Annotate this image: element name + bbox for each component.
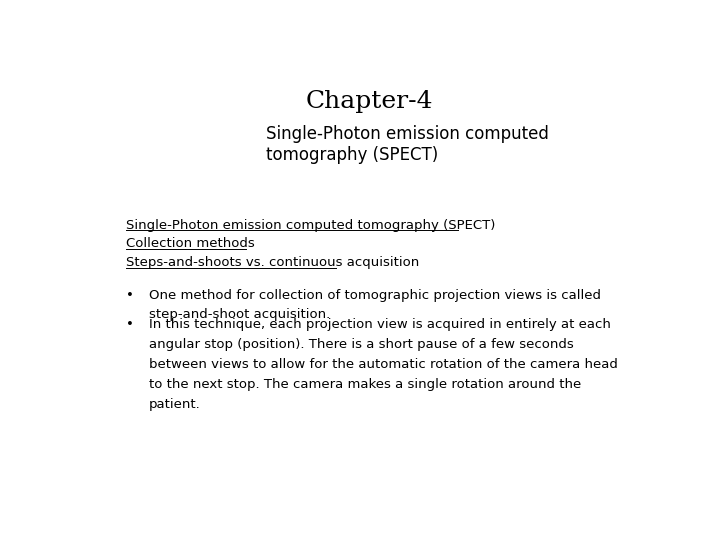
Text: •: •: [126, 319, 134, 332]
Text: patient.: patient.: [148, 399, 200, 411]
Text: angular stop (position). There is a short pause of a few seconds: angular stop (position). There is a shor…: [148, 339, 573, 352]
Text: tomography (SPECT): tomography (SPECT): [266, 146, 438, 164]
Text: step-and-shoot acquisition.: step-and-shoot acquisition.: [148, 308, 330, 321]
Text: Steps-and-shoots vs. continuous acquisition: Steps-and-shoots vs. continuous acquisit…: [126, 256, 420, 269]
Text: to the next stop. The camera makes a single rotation around the: to the next stop. The camera makes a sin…: [148, 379, 581, 392]
Text: Chapter-4: Chapter-4: [305, 90, 433, 113]
Text: between views to allow for the automatic rotation of the camera head: between views to allow for the automatic…: [148, 359, 618, 372]
Text: •: •: [126, 288, 134, 301]
Text: One method for collection of tomographic projection views is called: One method for collection of tomographic…: [148, 288, 600, 301]
Text: Single-Photon emission computed tomography (SPECT): Single-Photon emission computed tomograp…: [126, 219, 495, 232]
Text: In this technique, each projection view is acquired in entirely at each: In this technique, each projection view …: [148, 319, 611, 332]
Text: Collection methods: Collection methods: [126, 238, 255, 251]
Text: Single-Photon emission computed: Single-Photon emission computed: [266, 125, 549, 143]
